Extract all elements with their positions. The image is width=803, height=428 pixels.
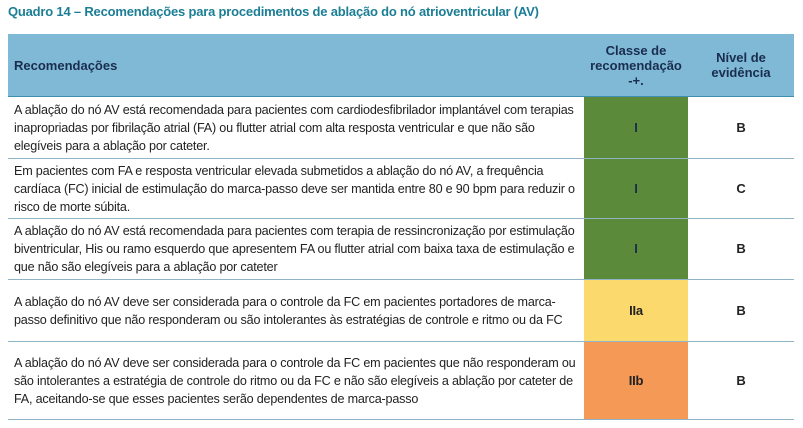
recommendations-table: Recomendações Classe de recomendação -+. N… xyxy=(8,34,794,420)
column-header: Nível de evidência xyxy=(688,34,794,97)
table-row: Em pacientes com FA e resposta ventricul… xyxy=(8,158,794,219)
table-row: A ablação do nó AV deve ser considerada … xyxy=(8,341,794,420)
recommendation: A ablação do nó AV está recomendada para… xyxy=(8,96,584,159)
table-row: A ablação do nó AV está recomendada para… xyxy=(8,96,794,159)
recommendation: A ablação do nó AV está recomendada para… xyxy=(8,218,584,280)
recommendation-class: I xyxy=(584,96,688,159)
table-row: A ablação do nó AV deve ser considerada … xyxy=(8,279,794,342)
recommendation-class: I xyxy=(584,158,688,219)
column-header: Classe de recomendação -+. xyxy=(584,34,688,97)
recommendation: Em pacientes com FA e resposta ventricul… xyxy=(8,158,584,219)
recommendation-class: IIb xyxy=(584,341,688,420)
recommendation: A ablação do nó AV deve ser considerada … xyxy=(8,341,584,420)
evidence-level: B xyxy=(688,341,794,420)
table-body: A ablação do nó AV está recomendada para… xyxy=(8,96,794,420)
table-row: A ablação do nó AV está recomendada para… xyxy=(8,218,794,280)
evidence-level: B xyxy=(688,96,794,159)
recommendation: A ablação do nó AV deve ser considerada … xyxy=(8,279,584,342)
column-header: Recomendações xyxy=(8,34,584,97)
title: Quadro 14 – Recomendações para procedime… xyxy=(8,4,539,19)
evidence-level: C xyxy=(688,158,794,219)
recommendation-class: IIa xyxy=(584,279,688,342)
header-row: Recomendações Classe de recomendação -+. N… xyxy=(8,34,794,97)
recommendation-class: I xyxy=(584,218,688,280)
evidence-level: B xyxy=(688,218,794,280)
evidence-level: B xyxy=(688,279,794,342)
